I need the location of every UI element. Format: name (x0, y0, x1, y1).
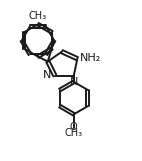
Text: CH₃: CH₃ (29, 11, 47, 21)
Text: NH₂: NH₂ (80, 53, 101, 63)
Text: N: N (70, 77, 79, 87)
Text: CH₃: CH₃ (65, 128, 83, 138)
Text: N: N (43, 70, 51, 80)
Text: O: O (70, 122, 78, 132)
